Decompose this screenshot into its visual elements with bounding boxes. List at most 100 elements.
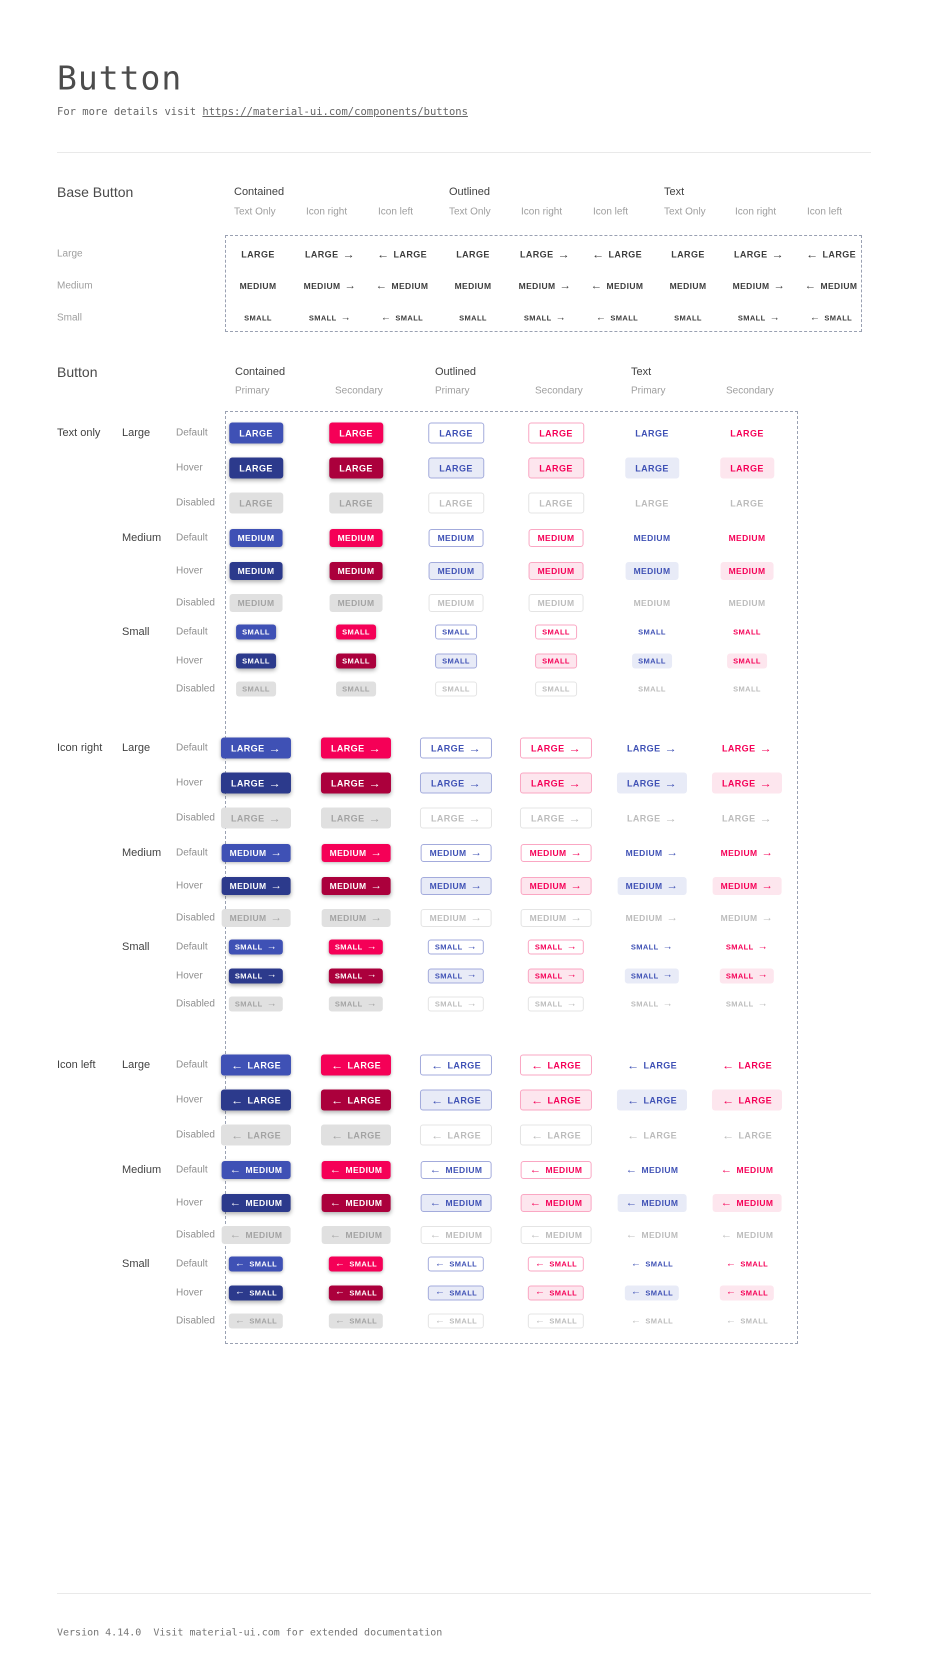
text-secondary-large-hover-button[interactable]: LARGE → xyxy=(711,772,783,794)
text-primary-large-hover-button[interactable]: ← LARGE xyxy=(616,1089,688,1111)
text-secondary-medium-disabled-button[interactable]: MEDIUM → xyxy=(720,911,774,924)
contained-secondary-small-disabled-button[interactable]: SMALL → xyxy=(328,996,384,1012)
text-primary-small-default-button[interactable]: SMALL xyxy=(632,625,672,640)
outlined-primary-medium-disabled-button[interactable]: ← MEDIUM xyxy=(420,1225,492,1244)
text-primary-medium-hover-button[interactable]: ← MEDIUM xyxy=(617,1193,687,1212)
outlined-primary-large-hover-button[interactable]: ← LARGE xyxy=(419,1089,493,1111)
text-secondary-large-default-button[interactable]: LARGE xyxy=(720,423,774,444)
contained-secondary-medium-hover-button[interactable]: MEDIUM xyxy=(329,561,383,580)
outlined-secondary-medium-disabled-button[interactable]: MEDIUM → xyxy=(520,908,592,927)
outlined-secondary-medium-hover-button[interactable]: MEDIUM → xyxy=(520,876,592,895)
text-primary-medium-default-button[interactable]: MEDIUM xyxy=(626,529,679,547)
text-primary-small-hover-button[interactable]: ← SMALL xyxy=(624,1285,680,1300)
contained-secondary-medium-disabled-button[interactable]: MEDIUM xyxy=(329,593,383,612)
contained-primary-large-default-button[interactable]: LARGE xyxy=(229,422,283,444)
text-secondary-small-disabled-button[interactable]: SMALL xyxy=(727,682,767,697)
text-secondary-medium-default-button[interactable]: ← MEDIUM xyxy=(720,1163,774,1176)
contained-primary-small-default-button[interactable]: SMALL → xyxy=(228,939,284,955)
contained-primary-large-default-button[interactable]: ← LARGE xyxy=(220,1054,292,1076)
contained-secondary-small-disabled-button[interactable]: ← SMALL xyxy=(328,1313,384,1329)
text-secondary-small-hover-button[interactable]: SMALL xyxy=(727,653,767,668)
contained-primary-small-default-button[interactable]: SMALL xyxy=(236,624,276,640)
text-primary-large-disabled-button[interactable]: LARGE xyxy=(625,493,679,514)
text-secondary-medium-default-button[interactable]: MEDIUM xyxy=(721,529,774,547)
text-primary-medium-disabled-button[interactable]: MEDIUM xyxy=(626,594,679,612)
outlined-primary-large-disabled-button[interactable]: ← LARGE xyxy=(419,1124,493,1146)
base-text-only-small-button[interactable]: SMALL xyxy=(238,311,278,326)
text-secondary-large-disabled-button[interactable]: ← LARGE xyxy=(721,1128,773,1142)
text-secondary-large-hover-button[interactable]: LARGE xyxy=(720,457,774,479)
text-primary-small-default-button[interactable]: SMALL → xyxy=(630,941,674,952)
outlined-secondary-small-default-button[interactable]: SMALL → xyxy=(527,939,585,955)
contained-primary-small-disabled-button[interactable]: SMALL xyxy=(236,681,276,697)
contained-primary-small-default-button[interactable]: ← SMALL xyxy=(228,1256,284,1272)
text-secondary-medium-disabled-button[interactable]: MEDIUM xyxy=(721,594,774,612)
outlined-secondary-small-disabled-button[interactable]: SMALL xyxy=(535,681,577,697)
text-primary-small-disabled-button[interactable]: SMALL xyxy=(632,682,672,697)
base-icon-left-medium-button[interactable]: ← MEDIUM xyxy=(590,280,644,292)
base-icon-left-medium-button[interactable]: ← MEDIUM xyxy=(804,280,858,292)
outlined-primary-small-disabled-button[interactable]: SMALL xyxy=(435,681,477,697)
text-primary-large-default-button[interactable]: ← LARGE xyxy=(626,1058,678,1072)
text-secondary-large-default-button[interactable]: LARGE → xyxy=(721,741,773,755)
base-icon-left-small-button[interactable]: ← SMALL xyxy=(595,312,639,323)
outlined-primary-small-hover-button[interactable]: SMALL xyxy=(435,653,477,668)
base-text-only-large-button[interactable]: LARGE xyxy=(446,244,500,265)
outlined-primary-small-hover-button[interactable]: SMALL → xyxy=(427,968,485,983)
outlined-secondary-medium-default-button[interactable]: ← MEDIUM xyxy=(520,1160,592,1179)
base-icon-left-large-button[interactable]: ← LARGE xyxy=(376,247,428,261)
outlined-primary-large-hover-button[interactable]: LARGE → xyxy=(419,772,493,794)
contained-secondary-small-hover-button[interactable]: ← SMALL xyxy=(328,1285,384,1300)
contained-secondary-large-default-button[interactable]: LARGE xyxy=(329,422,383,444)
base-text-only-small-button[interactable]: SMALL xyxy=(453,311,493,326)
base-icon-right-medium-button[interactable]: MEDIUM → xyxy=(518,280,572,292)
contained-secondary-medium-hover-button[interactable]: MEDIUM → xyxy=(321,876,391,895)
text-primary-medium-hover-button[interactable]: MEDIUM → xyxy=(617,876,687,895)
text-primary-medium-hover-button[interactable]: MEDIUM xyxy=(625,561,679,580)
contained-secondary-large-disabled-button[interactable]: LARGE → xyxy=(320,807,392,829)
contained-primary-medium-disabled-button[interactable]: MEDIUM → xyxy=(221,908,291,927)
outlined-secondary-small-hover-button[interactable]: ← SMALL xyxy=(527,1285,585,1300)
base-icon-right-large-button[interactable]: LARGE → xyxy=(519,247,571,261)
base-text-only-large-button[interactable]: LARGE xyxy=(661,244,715,265)
outlined-secondary-large-default-button[interactable]: LARGE → xyxy=(519,737,593,759)
outlined-secondary-large-hover-button[interactable]: LARGE → xyxy=(519,772,593,794)
contained-primary-large-hover-button[interactable]: ← LARGE xyxy=(220,1089,292,1111)
text-primary-small-disabled-button[interactable]: SMALL → xyxy=(630,998,674,1009)
contained-primary-medium-hover-button[interactable]: MEDIUM xyxy=(229,561,283,580)
contained-primary-medium-default-button[interactable]: MEDIUM xyxy=(229,528,283,547)
outlined-primary-small-default-button[interactable]: ← SMALL xyxy=(427,1256,485,1272)
contained-secondary-large-disabled-button[interactable]: LARGE xyxy=(329,492,383,514)
contained-primary-medium-hover-button[interactable]: MEDIUM → xyxy=(221,876,291,895)
contained-primary-small-disabled-button[interactable]: ← SMALL xyxy=(228,1313,284,1329)
outlined-primary-large-disabled-button[interactable]: LARGE → xyxy=(419,807,493,829)
outlined-primary-small-disabled-button[interactable]: SMALL → xyxy=(427,996,485,1012)
contained-secondary-small-hover-button[interactable]: SMALL → xyxy=(328,968,384,983)
outlined-primary-medium-hover-button[interactable]: MEDIUM → xyxy=(420,876,492,895)
outlined-secondary-medium-disabled-button[interactable]: ← MEDIUM xyxy=(520,1225,592,1244)
outlined-secondary-medium-hover-button[interactable]: MEDIUM xyxy=(528,561,584,580)
base-icon-right-small-button[interactable]: SMALL → xyxy=(308,312,352,323)
contained-primary-large-default-button[interactable]: LARGE → xyxy=(220,737,292,759)
contained-secondary-small-disabled-button[interactable]: SMALL xyxy=(336,681,376,697)
contained-primary-small-hover-button[interactable]: SMALL → xyxy=(228,968,284,983)
contained-primary-medium-default-button[interactable]: ← MEDIUM xyxy=(221,1160,291,1179)
outlined-secondary-large-disabled-button[interactable]: LARGE → xyxy=(519,807,593,829)
base-icon-left-small-button[interactable]: ← SMALL xyxy=(380,312,424,323)
contained-primary-medium-default-button[interactable]: MEDIUM → xyxy=(221,843,291,862)
contained-secondary-large-hover-button[interactable]: LARGE → xyxy=(320,772,392,794)
text-primary-medium-default-button[interactable]: ← MEDIUM xyxy=(625,1163,679,1176)
base-icon-right-large-button[interactable]: LARGE → xyxy=(733,247,785,261)
outlined-secondary-small-default-button[interactable]: SMALL xyxy=(535,624,577,640)
text-primary-medium-disabled-button[interactable]: ← MEDIUM xyxy=(625,1228,679,1241)
contained-primary-small-hover-button[interactable]: ← SMALL xyxy=(228,1285,284,1300)
outlined-primary-medium-default-button[interactable]: MEDIUM → xyxy=(420,843,492,862)
text-secondary-medium-hover-button[interactable]: MEDIUM → xyxy=(712,876,782,895)
text-secondary-large-disabled-button[interactable]: LARGE xyxy=(720,493,774,514)
contained-secondary-large-hover-button[interactable]: LARGE xyxy=(329,457,383,479)
base-icon-left-large-button[interactable]: ← LARGE xyxy=(805,247,857,261)
outlined-secondary-large-default-button[interactable]: ← LARGE xyxy=(519,1054,593,1076)
outlined-primary-large-default-button[interactable]: LARGE xyxy=(428,422,484,444)
base-icon-right-small-button[interactable]: SMALL → xyxy=(737,312,781,323)
docs-link[interactable]: https://material-ui.com/components/butto… xyxy=(202,106,468,118)
